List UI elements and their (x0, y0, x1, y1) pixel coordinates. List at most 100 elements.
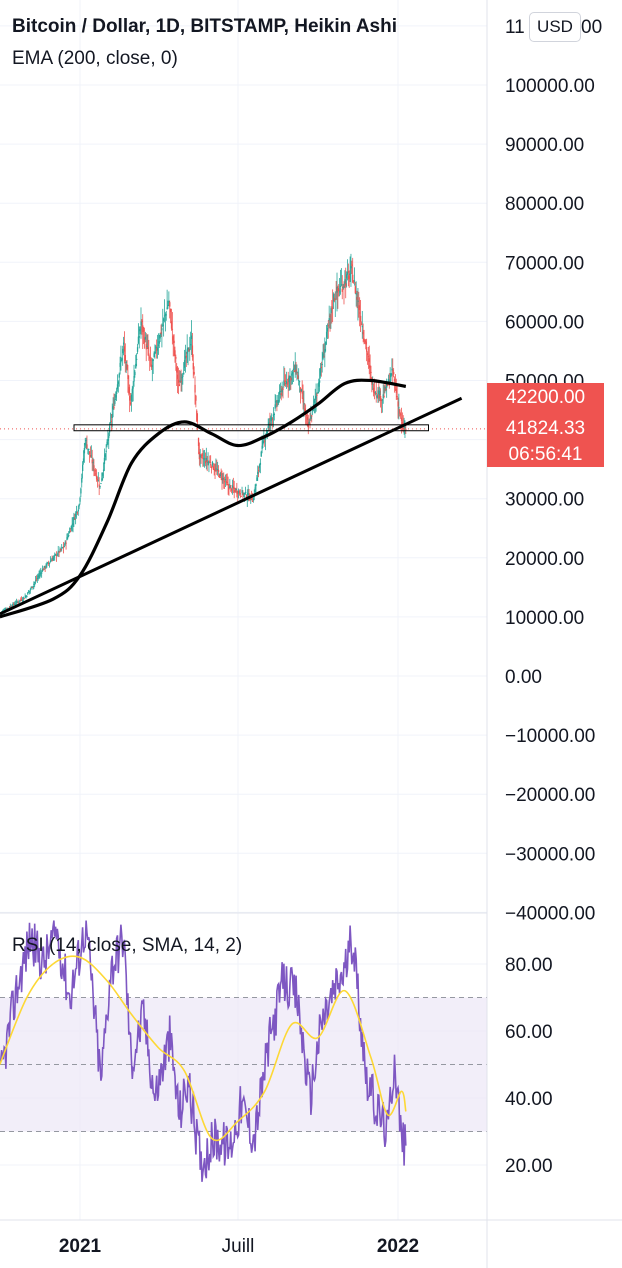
candle-body (339, 291, 341, 293)
candle-body (392, 370, 394, 372)
price-tick-label: 80000.00 (505, 194, 584, 215)
candle-body (370, 371, 372, 374)
candle-body (22, 597, 25, 599)
candle-body (308, 421, 310, 425)
candle-body (254, 487, 256, 492)
candle-body (332, 294, 335, 302)
candle-body (142, 325, 144, 333)
support-zone-rectangle[interactable] (73, 424, 429, 432)
rsi-tick-label: 60.00 (505, 1022, 553, 1043)
candle-body (68, 530, 71, 533)
candle-body (103, 457, 106, 465)
price-tick-label: 20000.00 (505, 549, 584, 570)
candle-body (289, 376, 291, 379)
candle-body (206, 459, 208, 463)
candle-body (321, 363, 323, 366)
candle-body (190, 335, 193, 339)
candle-body (26, 596, 28, 598)
candle-body (124, 355, 127, 361)
candle-body (224, 479, 227, 481)
time-tick-label: 2022 (377, 1236, 419, 1257)
candle-body (75, 511, 78, 514)
candle-body (100, 483, 102, 485)
candle-body (259, 462, 262, 465)
candle-body (13, 603, 15, 605)
candle-body (230, 488, 233, 491)
candle-body (295, 369, 297, 373)
candle-body (184, 355, 187, 359)
currency-button[interactable]: USD (529, 12, 581, 42)
candle-body (226, 481, 228, 483)
chart-title: Bitcoin / Dollar, 1D, BITSTAMP, Heikin A… (12, 16, 397, 37)
rsi-tick-label: 40.00 (505, 1089, 553, 1110)
candle-body (74, 518, 76, 520)
candle-body (180, 381, 182, 383)
candle-body (216, 469, 218, 471)
candle-body (360, 323, 363, 325)
candle-body (266, 431, 269, 433)
candle-body (377, 390, 379, 395)
candle-body (57, 550, 59, 553)
candle-body (120, 359, 122, 363)
candle-body (386, 384, 389, 386)
candle-body (217, 469, 220, 472)
candle-body (45, 566, 47, 568)
candle-body (348, 275, 350, 280)
candle-body (84, 442, 86, 446)
candle-body (300, 389, 302, 392)
candle-body (67, 536, 69, 538)
candle-body (82, 464, 84, 472)
candle-body (310, 415, 312, 419)
candle-body (298, 379, 300, 381)
candle-body (280, 393, 282, 396)
candle-body (271, 417, 273, 419)
candle-body (33, 583, 35, 586)
candle-body (244, 493, 246, 495)
candle-body (220, 473, 222, 475)
candle-body (129, 402, 132, 405)
ema-indicator-label[interactable]: EMA (200, close, 0) (12, 48, 178, 69)
price-tick-label-partial: 11 (505, 17, 525, 38)
candle-body (287, 382, 289, 384)
candle-body (61, 547, 63, 549)
candle-body (262, 441, 264, 445)
candle-body (240, 495, 242, 497)
rsi-indicator-label[interactable]: RSI (14, close, SMA, 14, 2) (12, 935, 243, 956)
candle-body (201, 454, 203, 456)
candle-body (149, 359, 152, 361)
candle-body (16, 601, 18, 603)
candle-body (232, 486, 235, 488)
candle-body (114, 399, 116, 404)
candle-body (86, 444, 88, 449)
candle-body (345, 274, 348, 279)
candle-body (127, 374, 129, 379)
candle-body (209, 461, 211, 463)
candle-body (132, 387, 134, 389)
candle-body (257, 471, 259, 475)
candle-body (130, 395, 133, 401)
candle-body (149, 357, 151, 359)
price-tick-label: −10000.00 (505, 726, 595, 747)
candle-body (15, 601, 18, 603)
candle-body (336, 287, 338, 293)
candle-body (110, 420, 113, 422)
candle-body (161, 328, 163, 331)
candle-body (397, 401, 399, 407)
candle-body (53, 556, 55, 558)
candle-body (90, 455, 93, 457)
candle-body (353, 280, 356, 282)
candle-body (373, 387, 375, 393)
candle-body (29, 589, 32, 591)
candle-body (197, 437, 200, 446)
candle-body (158, 341, 160, 344)
candle-body (330, 308, 332, 314)
candle-body (210, 464, 212, 466)
candle-body (252, 498, 255, 501)
candle-body (329, 315, 331, 317)
candle-body (362, 331, 364, 335)
candle-body (244, 491, 247, 494)
candle-body (189, 349, 191, 351)
candle-body (228, 487, 230, 490)
candle-body (267, 426, 269, 429)
